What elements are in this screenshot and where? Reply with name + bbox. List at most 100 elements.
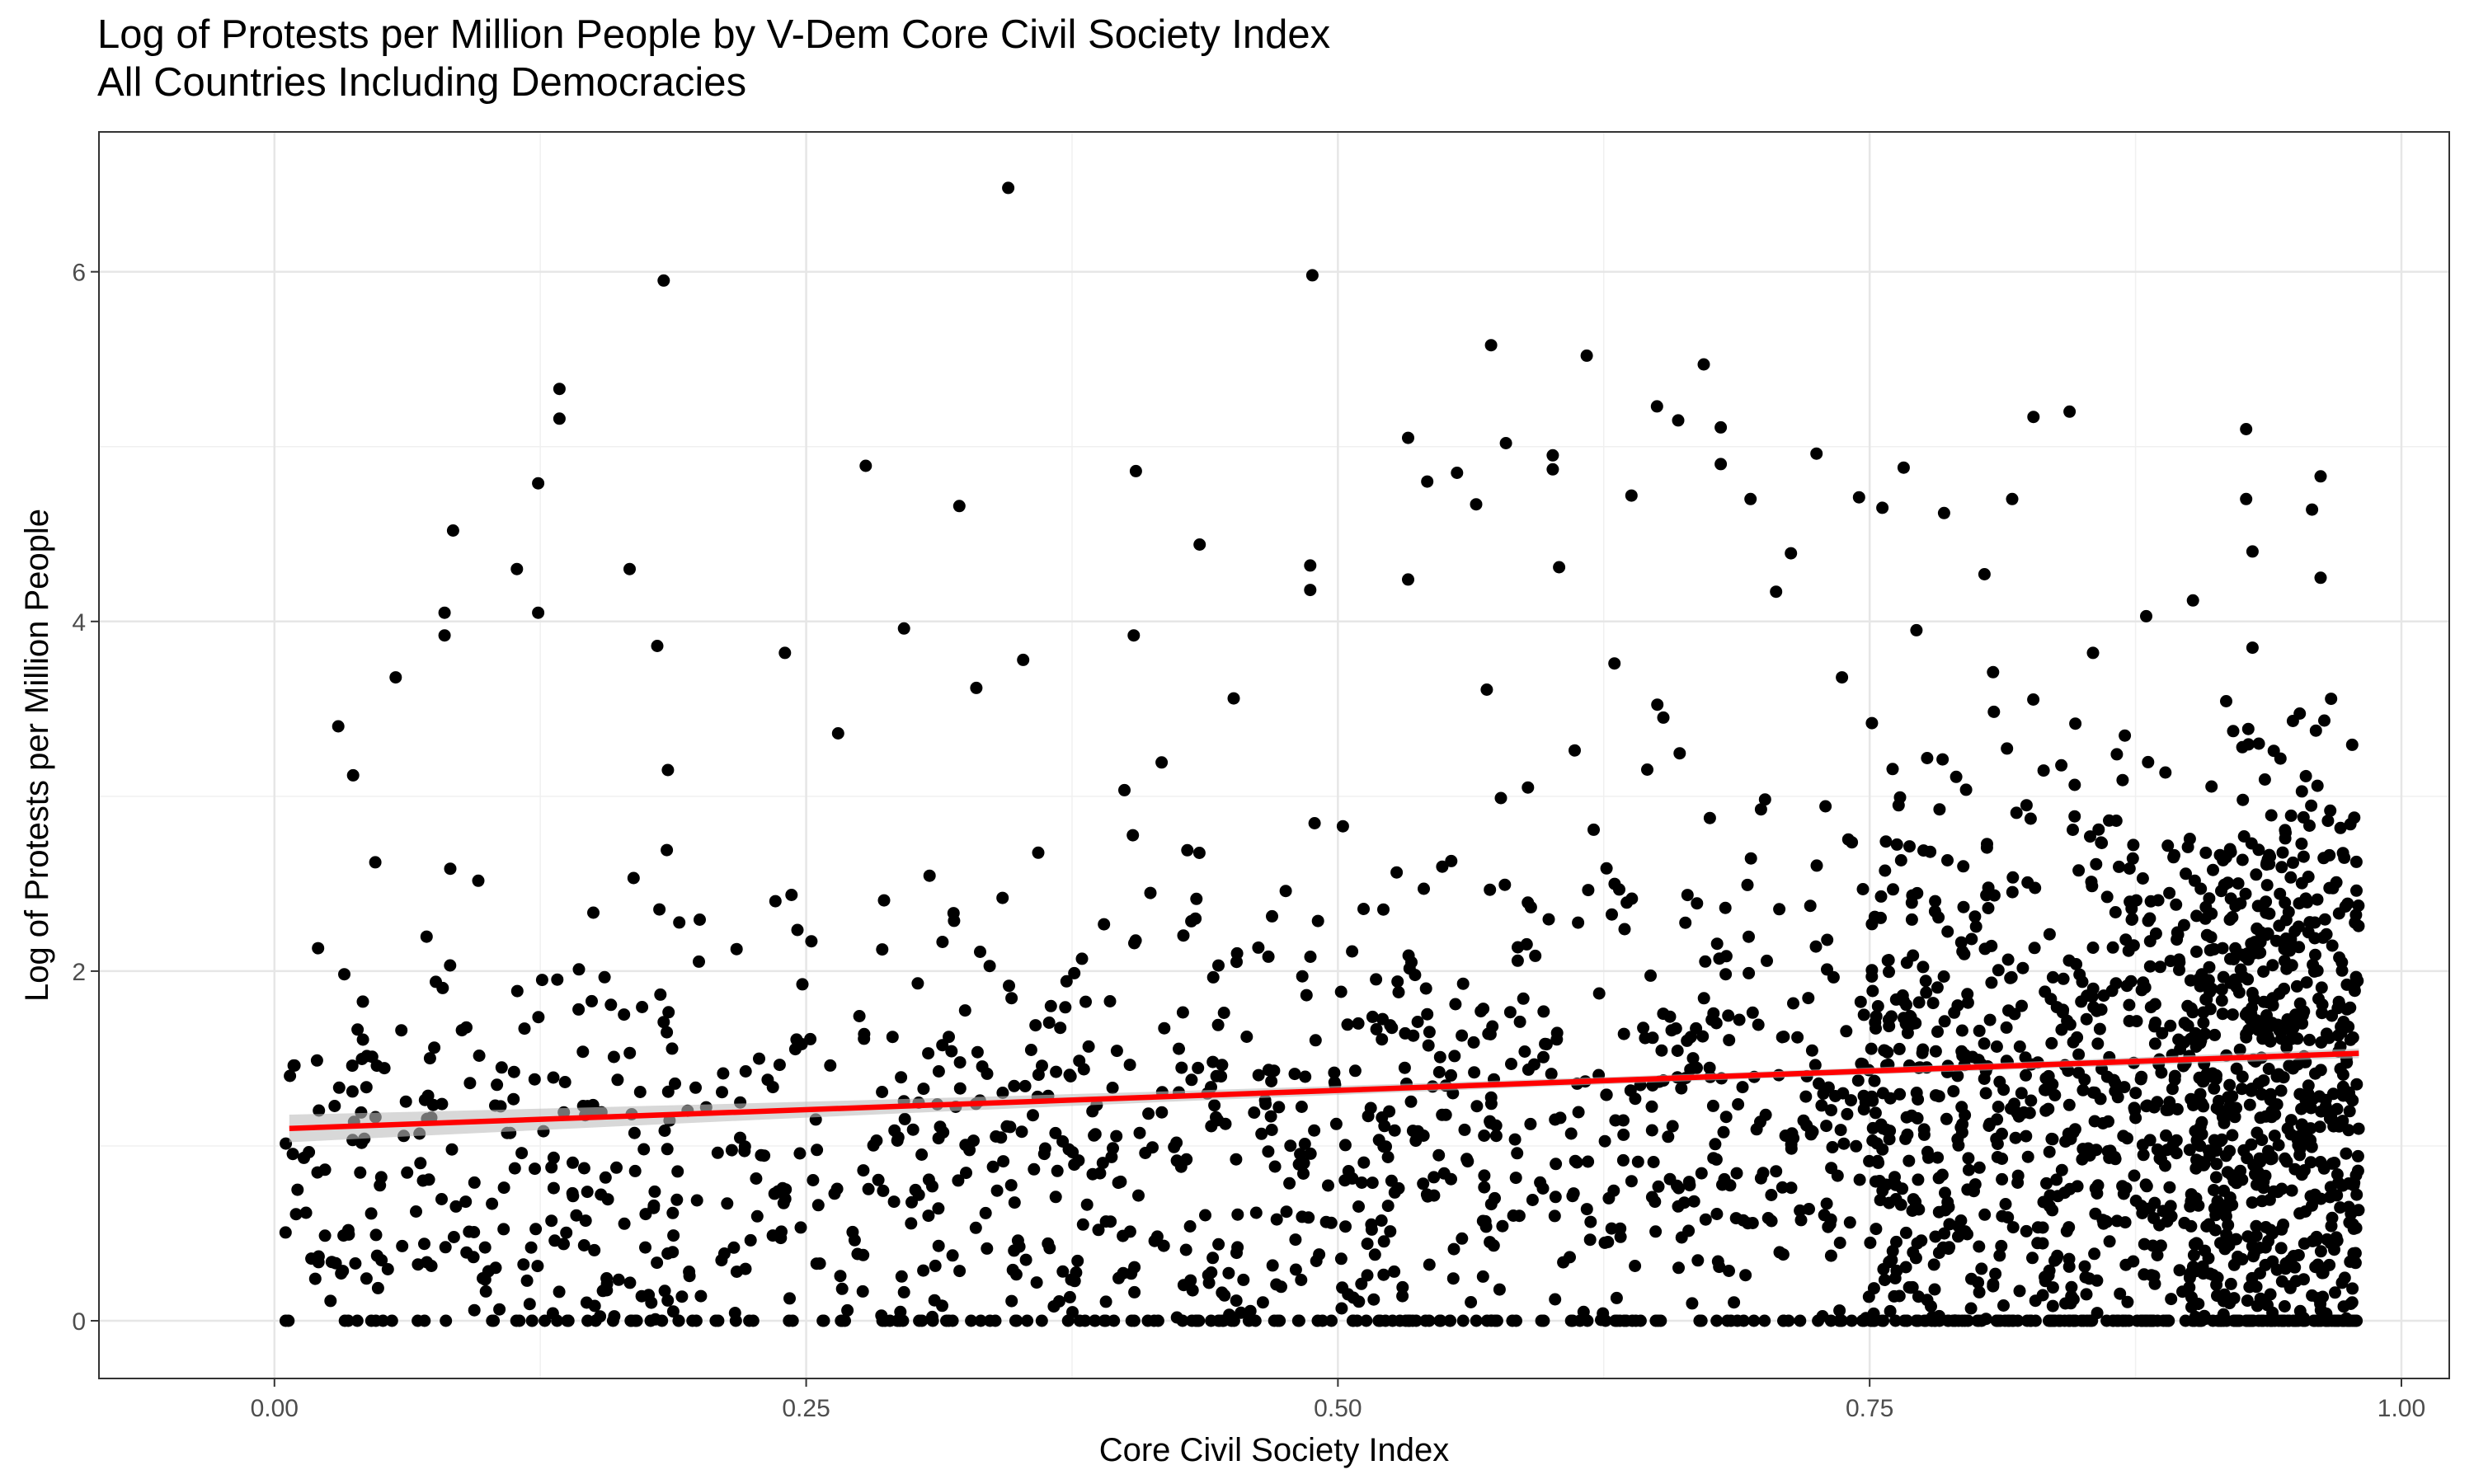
data-point	[1311, 914, 1324, 928]
data-point	[1146, 1141, 1159, 1154]
data-point	[2114, 1287, 2127, 1300]
data-point	[1522, 781, 1535, 794]
data-point	[360, 1081, 373, 1094]
data-point	[2240, 423, 2253, 435]
data-point	[284, 1069, 297, 1082]
data-point	[410, 1205, 422, 1218]
data-point	[2162, 1103, 2175, 1116]
data-point	[1476, 1270, 1489, 1283]
data-point	[1520, 937, 1533, 951]
data-point	[1854, 995, 1867, 1008]
data-point	[2106, 941, 2119, 954]
data-point	[1747, 1314, 1761, 1327]
data-point	[651, 640, 664, 652]
data-point	[354, 1166, 367, 1179]
data-point	[937, 1125, 950, 1139]
data-point	[1249, 1314, 1262, 1327]
data-point	[618, 1217, 631, 1230]
data-point	[1432, 1148, 1446, 1162]
data-point	[1036, 1059, 1048, 1073]
data-point	[1029, 1019, 1042, 1032]
x-tick-label: 1.00	[2378, 1395, 2425, 1422]
data-point	[1869, 1106, 1882, 1120]
data-point	[895, 1270, 908, 1283]
data-point	[2240, 1028, 2253, 1040]
data-point	[1889, 1193, 1903, 1205]
data-point	[2039, 1270, 2051, 1284]
data-point	[1470, 1314, 1483, 1327]
data-point	[1231, 1241, 1244, 1254]
data-point	[2266, 959, 2279, 972]
data-point	[2194, 1155, 2207, 1168]
data-point	[328, 1100, 341, 1112]
data-point	[1004, 1179, 1018, 1192]
data-point	[1377, 903, 1390, 916]
data-point	[2010, 806, 2023, 819]
data-point	[1980, 889, 1993, 902]
data-point	[769, 895, 782, 908]
data-point	[412, 1314, 425, 1327]
data-point	[1672, 414, 1685, 427]
data-point	[1479, 1214, 1492, 1228]
data-point	[1256, 1296, 1269, 1309]
data-point	[953, 1082, 967, 1095]
data-point	[1699, 955, 1712, 968]
data-point	[371, 1281, 384, 1294]
data-point	[2342, 1200, 2355, 1214]
data-point	[1230, 946, 1244, 960]
data-point	[1961, 996, 1974, 1009]
data-point	[2148, 1196, 2161, 1209]
data-point	[2202, 1252, 2215, 1265]
data-point	[1631, 1155, 1644, 1168]
data-point	[1478, 1169, 1491, 1182]
data-point	[669, 1077, 681, 1090]
data-point	[1929, 895, 1942, 908]
data-point	[670, 1193, 684, 1206]
data-point	[369, 1228, 383, 1242]
data-point	[1878, 1274, 1891, 1286]
data-point	[766, 1229, 779, 1242]
data-point	[1004, 1120, 1017, 1134]
data-point	[1580, 349, 1593, 362]
data-point	[2312, 993, 2325, 1005]
data-point	[1744, 852, 1757, 865]
data-point	[1422, 1039, 1435, 1052]
data-point	[2006, 871, 2020, 884]
data-point	[1886, 1245, 1899, 1257]
data-point	[816, 1314, 830, 1327]
data-point	[572, 1003, 586, 1016]
data-point	[1765, 1189, 1778, 1201]
data-point	[940, 1314, 952, 1327]
data-point	[1262, 1064, 1275, 1077]
data-point	[2130, 1015, 2143, 1028]
data-point	[2080, 1012, 2093, 1026]
data-point	[1925, 1314, 1938, 1327]
data-point	[2048, 1314, 2060, 1327]
data-point	[2284, 871, 2298, 884]
data-point	[1969, 920, 1982, 933]
data-point	[572, 963, 586, 976]
data-point	[2310, 1230, 2323, 1243]
data-point	[1336, 1281, 1349, 1294]
data-point	[1954, 936, 1968, 949]
data-point	[1546, 448, 1559, 462]
data-point	[2208, 1184, 2220, 1196]
data-point	[604, 998, 618, 1012]
data-point	[2257, 929, 2270, 942]
data-point	[1212, 959, 1225, 972]
data-point	[2183, 1271, 2196, 1284]
data-point	[628, 1164, 642, 1177]
data-point	[1211, 1018, 1225, 1031]
data-point	[657, 1016, 670, 1029]
data-point	[671, 1165, 684, 1178]
data-point	[1746, 1217, 1759, 1229]
data-point	[633, 1086, 647, 1098]
data-point	[2254, 1111, 2267, 1125]
data-point	[1028, 1162, 1041, 1176]
data-point	[2279, 1152, 2292, 1165]
data-point	[887, 1195, 901, 1209]
data-point	[1878, 1044, 1891, 1057]
data-point	[2236, 853, 2249, 866]
data-point	[2227, 1258, 2241, 1271]
data-point	[308, 1272, 322, 1285]
